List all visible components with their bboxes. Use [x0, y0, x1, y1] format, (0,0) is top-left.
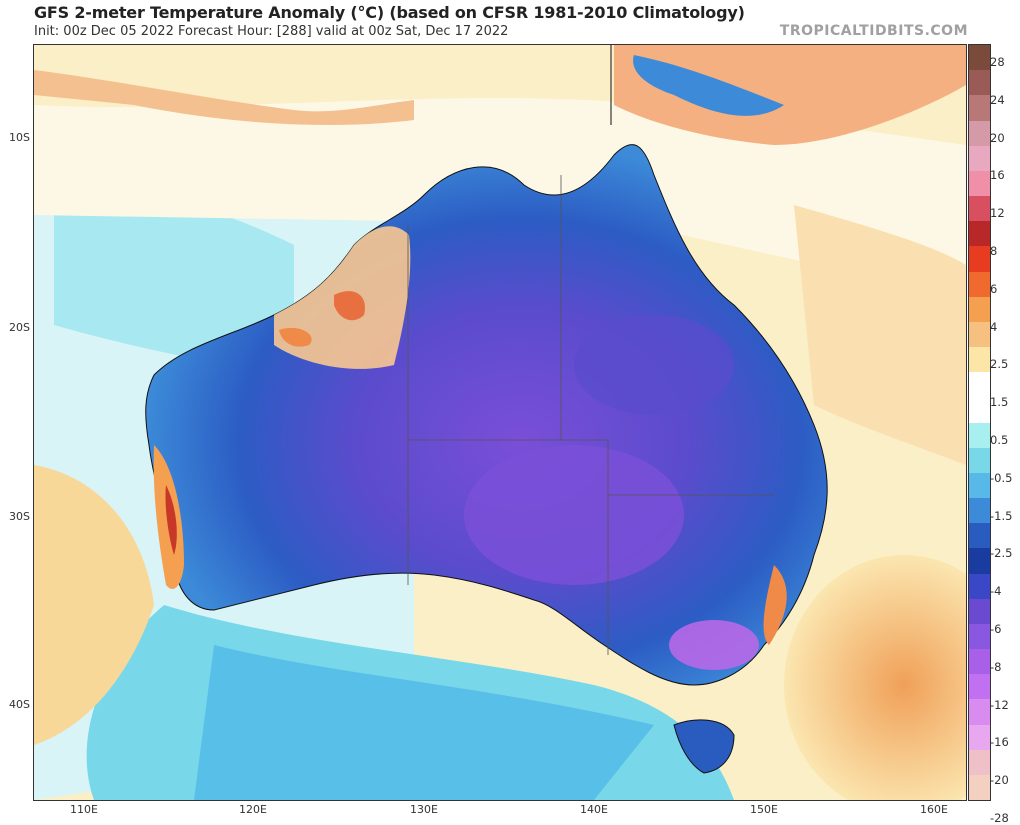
colorbar-segment	[969, 321, 990, 348]
lon-label-120e: 120E	[239, 803, 267, 816]
colorbar-segment	[969, 70, 990, 96]
colorbar-segment	[969, 296, 990, 323]
colorbar-segment	[969, 45, 990, 71]
east-coast-warm-strip	[763, 565, 787, 645]
colorbar-tick-label: 6	[990, 281, 998, 296]
colorbar-segment	[969, 170, 990, 197]
colorbar-tick-label: -16	[990, 735, 1009, 750]
colorbar-tick-label: -28	[990, 811, 1009, 825]
colorbar-segment	[969, 221, 990, 247]
temperature-anomaly-map	[33, 44, 967, 801]
colorbar-tick-label: 2.5	[990, 357, 1009, 372]
colorbar-segment	[969, 196, 990, 222]
lon-label-140e: 140E	[580, 803, 608, 816]
colorbar-tick-label: 24	[990, 92, 1005, 107]
colorbar-tick-label: 8	[990, 244, 998, 258]
lat-label-10s: 10S	[9, 131, 30, 144]
colorbar-tick-label: -8	[990, 659, 1002, 674]
colorbar-segment	[969, 120, 990, 147]
pilbara-hot-spot	[279, 327, 312, 347]
northeast-cold-region	[574, 315, 734, 415]
lat-label-40s: 40S	[9, 698, 30, 711]
colorbar-tick-label: -1.5	[990, 508, 1013, 523]
colorbar-segment	[969, 749, 990, 776]
colorbar-segment	[969, 548, 990, 574]
colorbar-tick-label: 16	[990, 168, 1005, 183]
colorbar-tick-label: 1.5	[990, 395, 1009, 410]
coral-sea-field	[794, 205, 966, 465]
colorbar-segment	[969, 95, 990, 121]
chart-title: GFS 2-meter Temperature Anomaly (°C) (ba…	[34, 3, 745, 22]
lon-label-110e: 110E	[70, 803, 98, 816]
colorbar-tick-label: -0.5	[990, 470, 1013, 485]
colorbar-segment	[969, 145, 990, 172]
colorbar-segment	[969, 573, 990, 600]
colorbar-segment	[969, 649, 990, 675]
colorbar-segment	[969, 699, 990, 725]
colorbar-tick-label: -20	[990, 773, 1009, 788]
tasmania	[673, 719, 735, 774]
colorbar-tick-label: -2.5	[990, 546, 1013, 561]
west-coast-hot-strip	[165, 485, 177, 555]
colorbar-tick-label: -6	[990, 622, 1002, 636]
new-guinea-land	[614, 45, 966, 145]
colorbar-segment	[969, 447, 990, 474]
colorbar-segment	[969, 397, 990, 423]
lon-label-160e: 160E	[920, 803, 948, 816]
colorbar-segment	[969, 422, 990, 449]
lat-label-30s: 30S	[9, 510, 30, 523]
colorbar	[968, 44, 991, 801]
colorbar-segment	[969, 372, 990, 398]
colorbar-tick-label: 28	[990, 55, 1005, 69]
interior-cold-core	[464, 445, 684, 585]
colorbar-tick-label: -12	[990, 697, 1009, 712]
map-graphic	[34, 45, 966, 800]
colorbar-segment	[969, 523, 990, 549]
colorbar-tick-label: 12	[990, 206, 1005, 221]
northwest-hot-spot	[334, 291, 365, 321]
tasman-warm-field	[784, 555, 966, 800]
lat-label-20s: 20S	[9, 321, 30, 334]
southeast-cold-core	[669, 620, 759, 670]
colorbar-segment	[969, 724, 990, 751]
forecast-info: Init: 00z Dec 05 2022 Forecast Hour: [28…	[34, 24, 509, 39]
new-guinea-cool-patch	[633, 55, 784, 116]
colorbar-segment	[969, 498, 990, 524]
northwest-cool-field	[54, 192, 294, 375]
colorbar-segment	[969, 623, 990, 650]
brand-logo-text: TROPICALTIDBITS.COM	[779, 23, 968, 39]
southern-ocean-cooler-field	[194, 645, 654, 800]
lon-label-130e: 130E	[410, 803, 438, 816]
colorbar-segment	[969, 774, 990, 801]
colorbar-tick-label: 4	[990, 319, 998, 334]
colorbar-segment	[969, 472, 990, 499]
colorbar-segment	[969, 271, 990, 298]
colorbar-tick-label: -4	[990, 584, 1002, 599]
indonesia-islands	[34, 70, 414, 125]
southwest-ocean-warm-field	[34, 465, 154, 745]
colorbar-segment	[969, 246, 990, 272]
colorbar-segment	[969, 598, 990, 625]
colorbar-tick-label: 20	[990, 130, 1005, 145]
lon-label-150e: 150E	[750, 803, 778, 816]
colorbar-segment	[969, 674, 990, 700]
colorbar-segment	[969, 347, 990, 373]
colorbar-tick-label: 0.5	[990, 433, 1009, 447]
